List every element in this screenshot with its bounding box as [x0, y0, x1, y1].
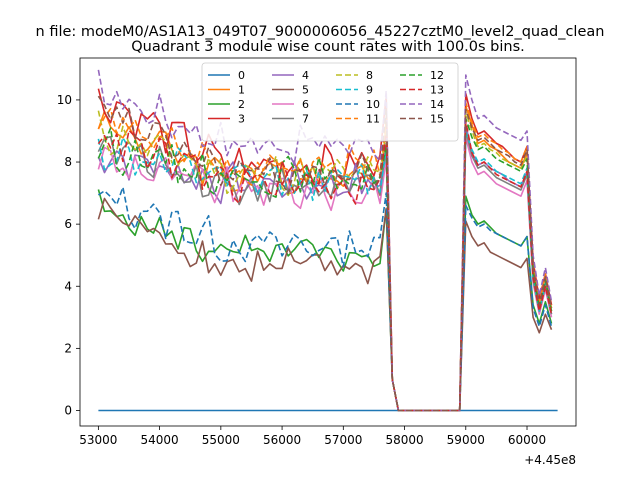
x-tick-label: 60000 — [508, 433, 546, 447]
legend-label-0: 0 — [238, 69, 245, 82]
y-tick-label: 8 — [64, 155, 72, 169]
axes-frame — [79, 57, 577, 427]
legend-label-1: 1 — [238, 84, 245, 97]
legend-label-5: 5 — [302, 84, 309, 97]
legend-label-15: 15 — [430, 113, 444, 126]
y-tick-label: 10 — [57, 93, 72, 107]
legend-label-13: 13 — [430, 84, 444, 97]
x-tick-label: 53000 — [79, 433, 117, 447]
x-offset-label: +4.45e8 — [524, 453, 576, 467]
series-line-6 — [97, 136, 553, 412]
legend-label-8: 8 — [366, 69, 373, 82]
legend-label-6: 6 — [302, 98, 309, 111]
x-tick-label: 58000 — [385, 433, 423, 447]
x-tick-label: 54000 — [141, 433, 179, 447]
y-axis: 0 2 4 6 8 10 — [57, 93, 80, 417]
series-line-10 — [97, 186, 553, 412]
legend-label-14: 14 — [430, 98, 444, 111]
y-tick-label: 6 — [64, 217, 72, 231]
legend-label-3: 3 — [238, 113, 245, 126]
series-line-5 — [97, 197, 553, 412]
legend-box — [201, 62, 459, 142]
y-tick-label: 4 — [64, 279, 72, 293]
legend-label-2: 2 — [238, 98, 245, 111]
x-tick-label: 56000 — [263, 433, 301, 447]
legend-label-12: 12 — [430, 69, 444, 82]
x-axis: 53000 54000 55000 56000 57000 58000 59000 60000 — [79, 426, 546, 447]
x-tick-label: 59000 — [447, 433, 485, 447]
y-tick-label: 0 — [64, 403, 72, 417]
legend-label-7: 7 — [302, 113, 309, 126]
chart-title: Quadrant 3 module wise count rates with … — [131, 39, 525, 55]
series-line-12 — [97, 117, 553, 412]
legend-label-10: 10 — [366, 98, 380, 111]
figure-suptitle: n file: modeM0/AS1A13_049T07_9000006056_… — [36, 24, 605, 40]
legend-label-9: 9 — [366, 84, 373, 97]
x-tick-label: 55000 — [202, 433, 240, 447]
series-line-2 — [97, 189, 553, 412]
series-line-3 — [97, 88, 553, 412]
y-tick-label: 2 — [64, 341, 72, 355]
x-tick-label: 57000 — [324, 433, 362, 447]
legend-label-4: 4 — [302, 69, 309, 82]
series-line-8 — [97, 110, 553, 412]
legend-label-11: 11 — [366, 113, 380, 126]
